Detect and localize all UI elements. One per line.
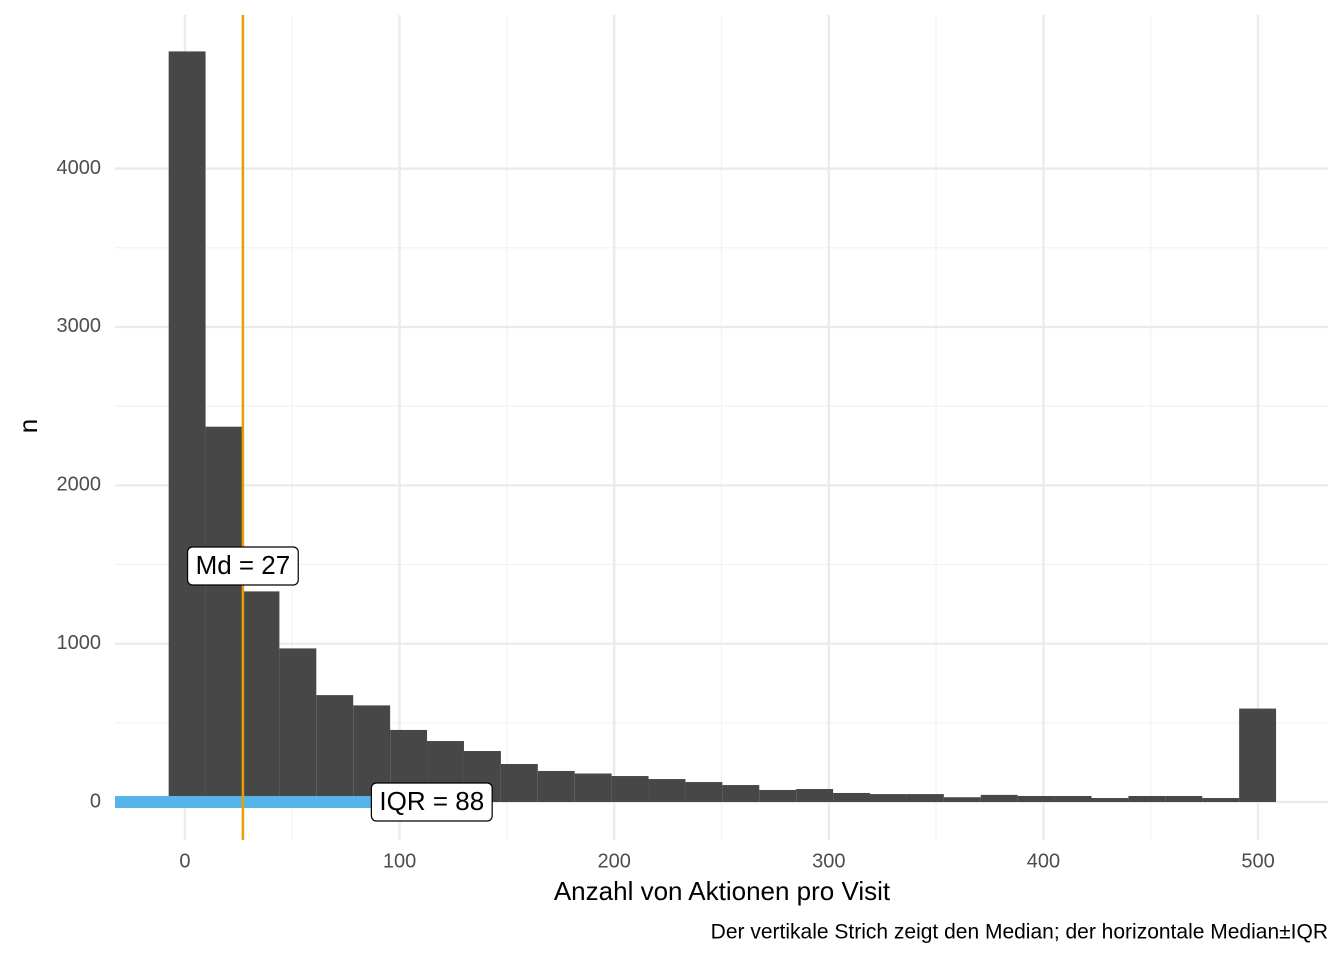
bar <box>279 648 317 802</box>
bar <box>1202 798 1240 802</box>
x-tick-label: 0 <box>179 850 190 872</box>
y-tick-label: 1000 <box>57 632 102 654</box>
y-tick-label: 0 <box>90 790 101 812</box>
x-tick-label: 500 <box>1241 850 1274 872</box>
bar <box>611 776 649 802</box>
x-tick-label: 200 <box>598 850 631 872</box>
median-label-text: Md = 27 <box>196 550 291 580</box>
bar <box>1165 795 1203 802</box>
y-axis-label: n <box>13 419 43 433</box>
bar <box>980 794 1018 802</box>
median-label: Md = 27 <box>186 546 299 586</box>
iqr-bar <box>115 795 432 808</box>
bar <box>1128 795 1166 802</box>
bar <box>759 789 797 802</box>
iqr-label-text: IQR = 88 <box>379 786 484 816</box>
bar <box>242 591 280 802</box>
x-tick-label: 100 <box>383 850 416 872</box>
x-tick-label: 400 <box>1027 850 1060 872</box>
bar <box>500 763 538 802</box>
bar <box>1017 795 1055 802</box>
bar <box>1091 798 1129 802</box>
bar <box>316 695 354 802</box>
caption: Der vertikale Strich zeigt den Median; d… <box>711 921 1328 944</box>
iqr-label-box <box>370 782 493 822</box>
bar <box>1054 795 1092 802</box>
y-tick-label: 3000 <box>57 315 102 337</box>
bar <box>906 794 944 802</box>
bar <box>205 426 243 802</box>
bar <box>168 51 206 802</box>
bar <box>870 794 907 802</box>
bar <box>796 789 834 802</box>
median-label-box <box>186 546 299 586</box>
x-axis-label: Anzahl von Aktionen pro Visit <box>554 876 891 906</box>
bar <box>833 792 871 802</box>
bar <box>648 779 686 802</box>
bar <box>574 773 612 802</box>
bar <box>722 785 760 802</box>
y-tick-label: 4000 <box>57 157 102 179</box>
x-tick-label: 300 <box>812 850 845 872</box>
bar <box>537 770 575 802</box>
bar <box>685 782 723 802</box>
iqr-label: IQR = 88 <box>370 782 493 822</box>
y-tick-label: 2000 <box>57 474 102 496</box>
bar <box>943 797 981 802</box>
bar <box>1239 708 1277 802</box>
